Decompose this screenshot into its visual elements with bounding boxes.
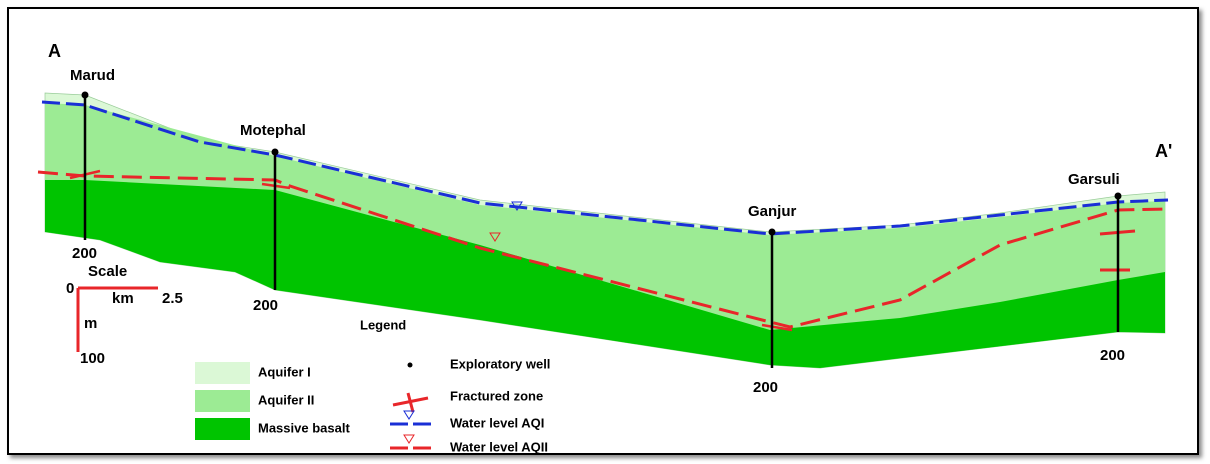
legend-well-symbol [408,363,413,368]
scale-km-value: 2.5 [162,290,183,307]
body: {"section_ends": ["A", "A'"], "wells": [… [0,0,1210,464]
section-end: A' [1155,141,1172,161]
well-head [272,149,279,156]
well-depth: 200 [253,297,278,314]
scale-m-unit: m [84,315,97,332]
page: html, body { margin: 0; padding: 0; back… [0,0,1210,464]
legend-swatch [195,362,250,384]
legend-title: Legend [360,317,406,332]
well-name: Ganjur [748,203,797,220]
scale-m-value: 100 [80,350,105,367]
legend-label: Exploratory well [450,356,550,371]
well-head [82,92,89,99]
legend-label: Aquifer I [258,364,311,379]
legend-label: Water level AQI [450,415,544,430]
well-depth: 200 [72,245,97,262]
scale-origin: 0 [66,280,74,297]
cross-section: A A' Marud Motephal Ganjur Garsuli 200 2… [0,0,1210,464]
legend-swatch [195,418,250,440]
section-end: A [48,41,61,61]
legend-label: Fractured zone [450,388,543,403]
well-name: Motephal [240,122,306,139]
well-depth: 200 [753,379,778,396]
well-name: Marud [70,67,115,84]
well-head [1115,193,1122,200]
legend-label: Water level AQII [450,439,548,454]
legend-swatch [195,390,250,412]
scale-km-unit: km [112,290,134,307]
legend-label: Massive basalt [258,420,350,435]
well-head [769,229,776,236]
well-name: Garsuli [1068,171,1120,188]
legend-label: Aquifer II [258,392,314,407]
well-depth: 200 [1100,347,1125,364]
scale-title: Scale [88,263,127,280]
